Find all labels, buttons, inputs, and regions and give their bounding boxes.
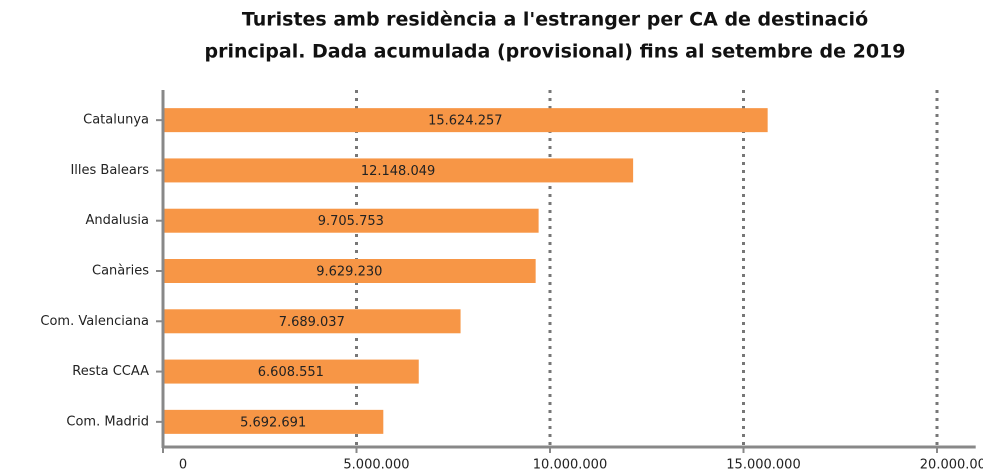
value-label: 9.629.230 bbox=[316, 265, 382, 280]
x-tick-label: 20.000.000 bbox=[920, 458, 983, 473]
y-tick-label: Canàries bbox=[92, 264, 149, 279]
y-tick-label: Andalusia bbox=[85, 213, 149, 228]
bar bbox=[163, 158, 634, 183]
bar bbox=[163, 309, 461, 334]
value-label: 12.148.049 bbox=[361, 164, 435, 179]
chart-title: Turistes amb residència a l'estranger pe… bbox=[242, 9, 868, 31]
y-tick-label: Resta CCAA bbox=[72, 364, 149, 379]
value-label: 5.692.691 bbox=[240, 415, 306, 430]
value-label: 15.624.257 bbox=[428, 114, 502, 129]
y-tick-label: Catalunya bbox=[83, 113, 149, 128]
bar bbox=[163, 409, 384, 434]
x-tick-label: 15.000.000 bbox=[726, 458, 800, 473]
y-tick-label: Illes Balears bbox=[70, 163, 149, 178]
value-label: 7.689.037 bbox=[279, 315, 345, 330]
x-tick-label: 5.000.000 bbox=[343, 458, 409, 473]
value-label: 6.608.551 bbox=[258, 365, 324, 380]
x-tick-label: 0 bbox=[179, 458, 187, 473]
y-tick-label: Com. Valenciana bbox=[40, 314, 149, 329]
bar bbox=[163, 208, 539, 233]
bar bbox=[163, 259, 536, 283]
x-tick-label: 10.000.000 bbox=[533, 458, 607, 473]
chart-title: principal. Dada acumulada (provisional) … bbox=[204, 41, 905, 63]
value-label: 9.705.753 bbox=[318, 214, 384, 229]
bar bbox=[163, 359, 419, 384]
bar bbox=[163, 108, 768, 133]
y-tick-label: Com. Madrid bbox=[66, 414, 149, 429]
